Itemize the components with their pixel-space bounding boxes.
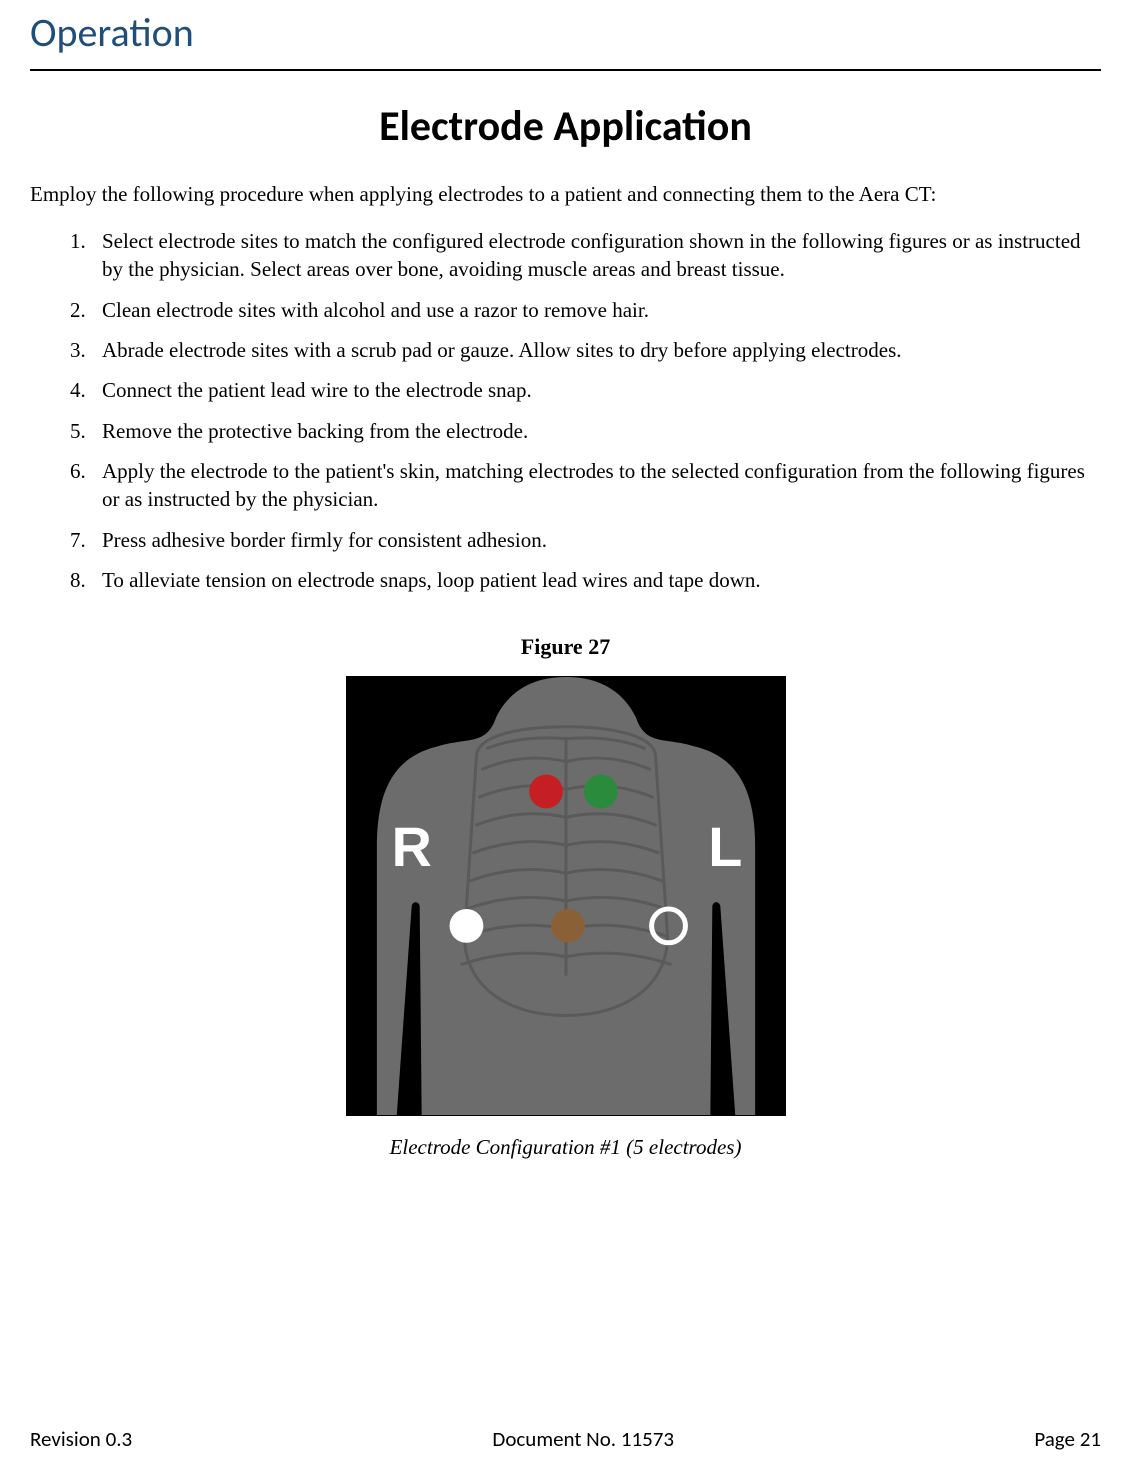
footer-docno: Document No. 11573 — [492, 1426, 674, 1452]
electrode-marker — [449, 909, 483, 943]
step-item: Remove the protective backing from the e… — [70, 417, 1101, 445]
step-item: Abrade electrode sites with a scrub pad … — [70, 336, 1101, 364]
footer-page: Page 21 — [1034, 1426, 1101, 1452]
figure-block: Figure 27 RL Electrode Configuration #1 … — [30, 634, 1101, 1160]
main-title: Electrode Application — [30, 101, 1101, 152]
step-item: Select electrode sites to match the conf… — [70, 227, 1101, 284]
step-item: Press adhesive border firmly for consist… — [70, 526, 1101, 554]
electrode-marker — [529, 775, 563, 809]
footer-revision: Revision 0.3 — [30, 1426, 132, 1452]
section-title: Operation — [30, 8, 1101, 57]
step-item: To alleviate tension on electrode snaps,… — [70, 566, 1101, 594]
figure-caption: Electrode Configuration #1 (5 electrodes… — [30, 1135, 1101, 1160]
page-footer: Revision 0.3 Document No. 11573 Page 21 — [30, 1426, 1101, 1452]
figure-label: Figure 27 — [30, 634, 1101, 660]
intro-paragraph: Employ the following procedure when appl… — [30, 182, 1101, 207]
steps-list: Select electrode sites to match the conf… — [30, 227, 1101, 594]
svg-text:L: L — [708, 817, 742, 879]
electrode-marker — [583, 775, 617, 809]
svg-text:R: R — [391, 817, 431, 879]
step-item: Clean electrode sites with alcohol and u… — [70, 296, 1101, 324]
step-item: Connect the patient lead wire to the ele… — [70, 376, 1101, 404]
electrode-diagram: RL — [346, 676, 786, 1116]
step-item: Apply the electrode to the patient's ski… — [70, 457, 1101, 514]
section-divider — [30, 69, 1101, 71]
electrode-marker — [551, 909, 585, 943]
